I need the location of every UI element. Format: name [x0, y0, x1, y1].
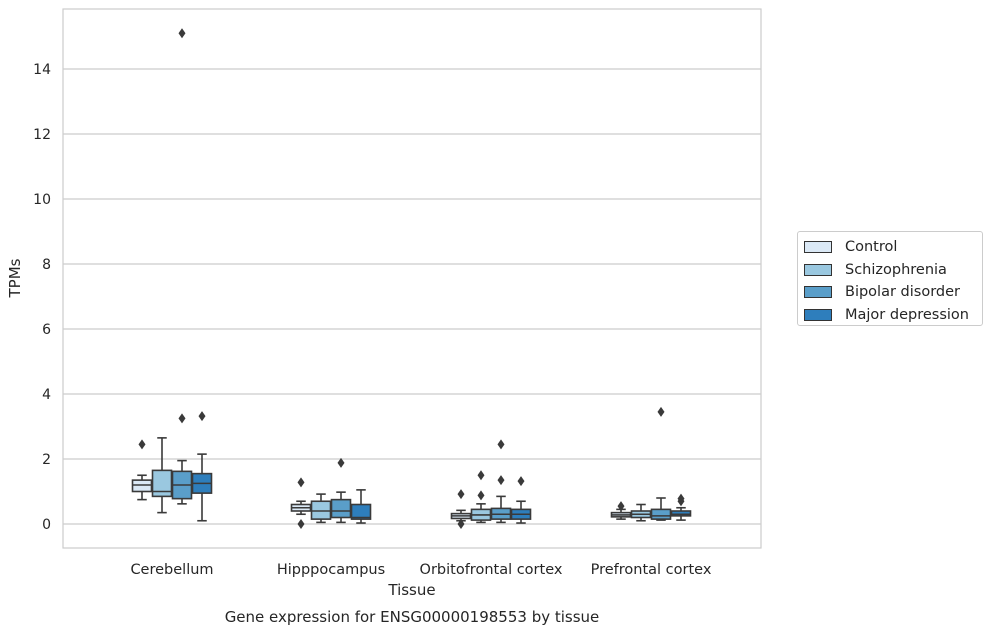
y-tick-label: 6: [42, 322, 51, 338]
x-tick-label: Hipppocampus: [277, 562, 385, 578]
box-bipolar-disorder-3: [650, 406, 672, 521]
legend-item: Bipolar disorder: [804, 281, 982, 304]
outlier-point: [457, 519, 465, 529]
box-layer: [131, 28, 692, 529]
x-tick-label: Orbitofrontal cortex: [420, 562, 563, 578]
box-iqr: [670, 510, 692, 517]
chart-title: Gene expression for ENSG00000198553 by t…: [225, 608, 600, 626]
box-iqr: [310, 500, 332, 520]
box-bipolar-disorder-2: [490, 439, 512, 524]
legend-label: Control: [845, 239, 898, 256]
outlier-point: [657, 406, 665, 417]
box-bipolar-disorder-0: [171, 28, 193, 505]
x-axis-label: Tissue: [387, 581, 435, 599]
x-tick-label: Prefrontal cortex: [591, 562, 712, 578]
legend-swatch: [804, 263, 832, 276]
y-tick-labels: 0 2 4 6 8 10 12 14: [33, 62, 51, 533]
outlier-point: [198, 411, 206, 422]
gridlines: [63, 68, 761, 525]
legend-label: Schizophrenia: [845, 261, 947, 278]
box-major-depression-3: [670, 493, 692, 521]
legend-swatch: [804, 241, 832, 254]
outlier-point: [138, 439, 146, 450]
box-major-depression-1: [350, 489, 372, 524]
legend-label: Bipolar disorder: [845, 284, 960, 301]
box-iqr: [350, 503, 372, 520]
y-tick-label: 8: [42, 257, 51, 273]
plot-frame: [62, 8, 762, 549]
plot-area-background: [63, 9, 761, 548]
y-axis-label: TPMs: [6, 258, 24, 298]
outlier-point: [517, 476, 525, 487]
outlier-point: [178, 28, 186, 39]
box-iqr: [151, 469, 173, 498]
box-control-1: [290, 477, 312, 529]
box-iqr: [131, 479, 153, 493]
outlier-point: [497, 475, 505, 486]
box-schizophrenia-0: [151, 437, 173, 514]
legend: Control Schizophrenia Bipolar disorder Majo…: [797, 231, 983, 326]
box-major-depression-0: [191, 411, 213, 522]
box-iqr: [330, 498, 352, 519]
box-iqr: [650, 508, 672, 520]
box-schizophrenia-1: [310, 493, 332, 524]
outlier-point: [477, 470, 485, 481]
outlier-point: [617, 501, 625, 512]
outlier-point: [297, 477, 305, 488]
y-tick-label: 4: [42, 387, 51, 403]
box-control-2: [450, 489, 472, 529]
box-control-3: [610, 501, 632, 520]
y-tick-label: 0: [42, 517, 51, 533]
legend-label: Major depression: [845, 306, 969, 323]
outlier-point: [337, 457, 345, 468]
outlier-point: [297, 519, 305, 529]
legend-swatch: [804, 308, 832, 321]
y-tick-label: 12: [33, 127, 51, 143]
legend-item: Major depression: [804, 304, 982, 327]
y-tick-label: 14: [33, 62, 51, 78]
box-major-depression-2: [510, 476, 532, 524]
box-control-0: [131, 439, 153, 501]
x-tick-labels: Cerebellum Hipppocampus Orbitofrontal cort…: [130, 562, 711, 578]
box-schizophrenia-3: [630, 503, 652, 522]
x-tick-label: Cerebellum: [130, 562, 213, 578]
outlier-point: [178, 413, 186, 424]
y-tick-label: 2: [42, 452, 51, 468]
y-tick-label: 10: [33, 192, 51, 208]
outlier-point: [677, 496, 685, 507]
outlier-point: [457, 489, 465, 500]
box-bipolar-disorder-1: [330, 457, 352, 524]
legend-swatch: [804, 286, 832, 299]
outlier-point: [477, 490, 485, 501]
legend-item: Control: [804, 236, 982, 259]
legend-item: Schizophrenia: [804, 259, 982, 282]
box-schizophrenia-2: [470, 470, 492, 524]
outlier-point: [497, 439, 505, 450]
